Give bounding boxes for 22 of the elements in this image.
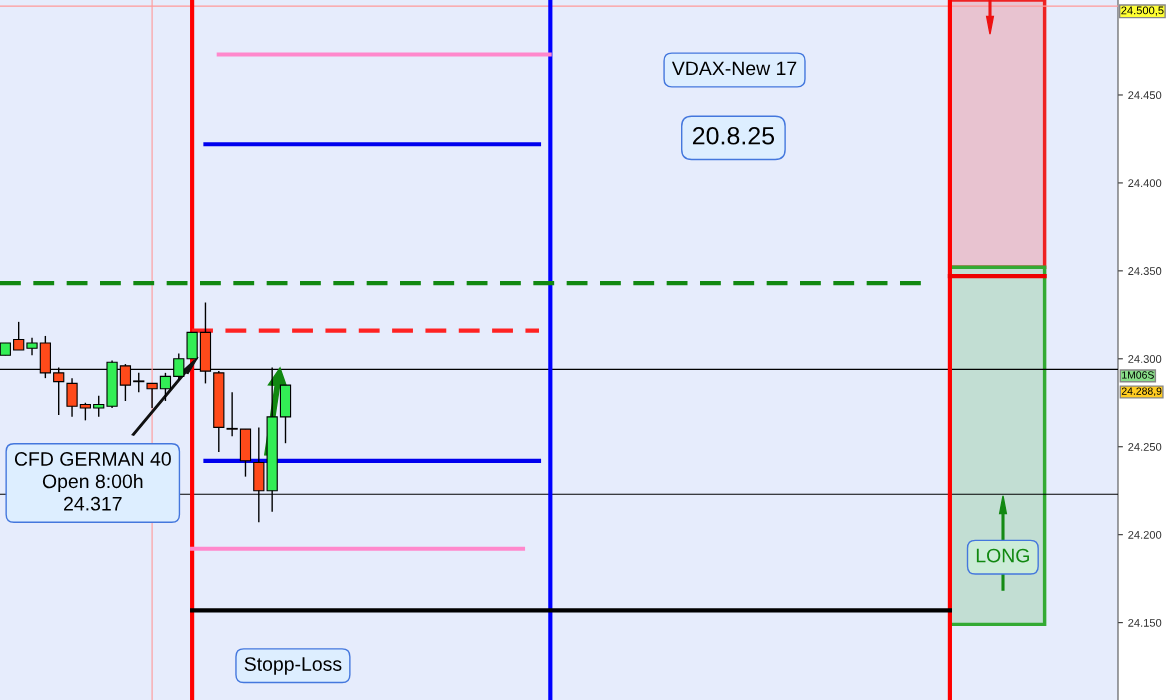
y-tick-label: 24.350 (1128, 267, 1162, 275)
annotation: Stopp-Loss (244, 657, 342, 675)
candlestick (66, 377, 78, 418)
annotation: VDAX-New 17 (671, 61, 797, 76)
text: 24.288,9 (1121, 387, 1162, 397)
y-tick-label: 24.250 (1128, 443, 1162, 451)
y-tick-label: 24.300 (1128, 355, 1162, 363)
candlestick (13, 321, 25, 351)
annotation: 20.8.25 (692, 126, 775, 145)
annotation: CFD GERMAN 40 Open 8:00h 24.317 (14, 452, 171, 511)
candlestick (159, 372, 172, 402)
y-tick-label: 24.200 (1128, 530, 1162, 539)
ref-line-label: 24.500,5 (1121, 6, 1164, 16)
annotation: LONG (976, 548, 1029, 563)
candlestick (226, 391, 238, 437)
y-tick-label: 24.400 (1128, 179, 1162, 188)
candlestick (133, 372, 145, 393)
y-tick-label: 24.450 (1128, 91, 1162, 100)
candlestick (93, 395, 105, 418)
y-tick-label: 24.150 (1128, 618, 1162, 627)
text: 1M06S (1122, 371, 1154, 379)
candlestick (146, 382, 158, 409)
